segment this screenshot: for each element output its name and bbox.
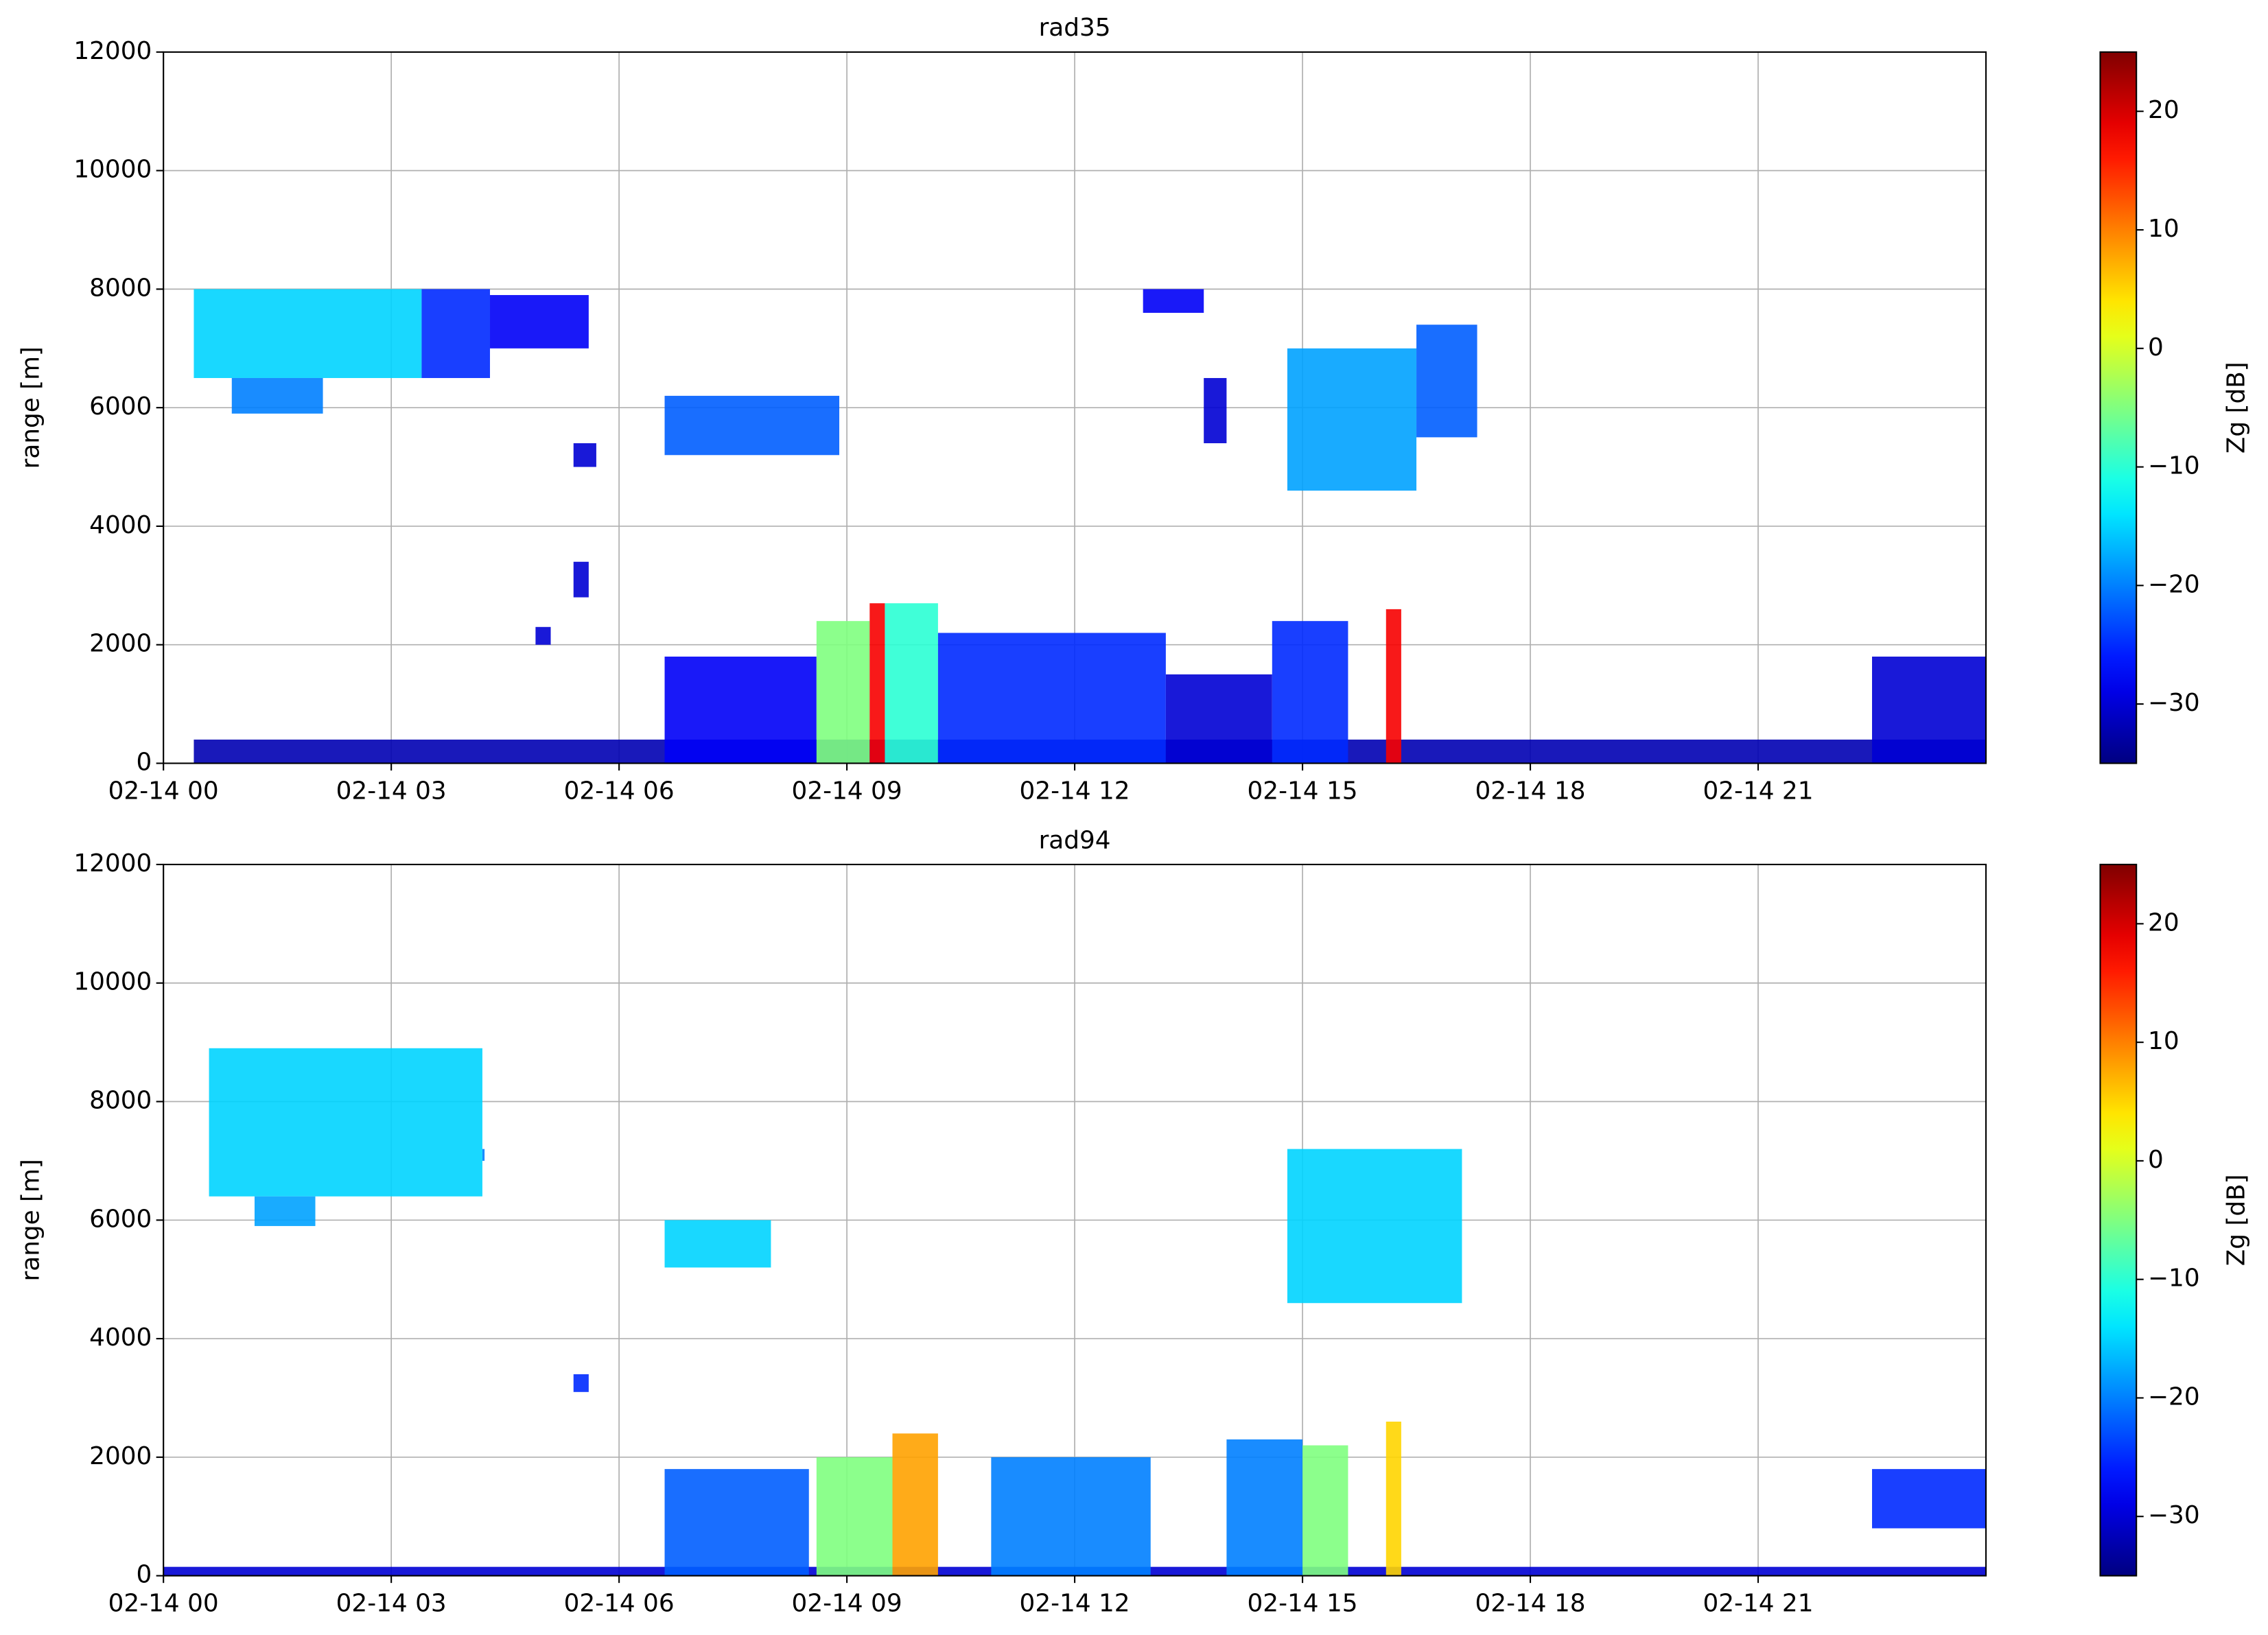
colorbar-tick-label: 0 xyxy=(2148,1146,2164,1174)
cell xyxy=(1302,1445,1348,1576)
colorbar-tick-label: −30 xyxy=(2148,1501,2200,1529)
cell xyxy=(869,603,885,764)
plot-frame xyxy=(163,51,1987,764)
cell xyxy=(1416,325,1477,438)
x-tick-label: 02-14 18 xyxy=(1475,1590,1586,1618)
colorbar-tick-label: −10 xyxy=(2148,452,2200,480)
colorbar-tick-label: −20 xyxy=(2148,570,2200,598)
x-tick-label: 02-14 06 xyxy=(564,1590,675,1618)
cell xyxy=(231,377,323,414)
chart-title: rad94 xyxy=(1039,826,1111,854)
cell xyxy=(535,626,551,645)
cell xyxy=(209,1048,482,1197)
x-tick-label: 02-14 06 xyxy=(564,777,675,805)
cell xyxy=(421,289,491,378)
cell xyxy=(1165,674,1272,764)
y-tick-label: 2000 xyxy=(89,630,152,658)
x-tick-label: 02-14 15 xyxy=(1248,1590,1358,1618)
x-tick-label: 02-14 00 xyxy=(108,1590,219,1618)
cell xyxy=(937,633,1166,764)
x-tick-label: 02-14 09 xyxy=(792,1590,902,1618)
x-tick-label: 02-14 21 xyxy=(1703,1590,1813,1618)
cell xyxy=(1386,609,1401,764)
cell xyxy=(1272,621,1348,764)
colorbar-tick-label: −30 xyxy=(2148,689,2200,717)
cell xyxy=(573,561,589,598)
cell xyxy=(573,1374,589,1392)
cell xyxy=(573,443,596,467)
cell xyxy=(991,1457,1151,1576)
x-tick-label: 02-14 00 xyxy=(108,777,219,805)
cell xyxy=(1871,1469,1986,1529)
y-tick-label: 12000 xyxy=(73,37,152,65)
cell xyxy=(1143,289,1204,313)
colorbar-tick-label: 0 xyxy=(2148,333,2164,362)
cell xyxy=(1386,1422,1401,1576)
cell xyxy=(816,621,870,764)
cell xyxy=(885,603,938,764)
cell xyxy=(1287,348,1417,491)
colorbar xyxy=(2099,863,2138,1577)
y-axis-label: range [m] xyxy=(16,1159,45,1281)
cell xyxy=(482,1149,485,1161)
colorbar-tick-label: 20 xyxy=(2148,96,2179,124)
y-tick-label: 10000 xyxy=(73,968,152,996)
cells xyxy=(194,289,1986,764)
cell xyxy=(490,295,589,349)
x-tick-label: 02-14 15 xyxy=(1248,777,1358,805)
y-tick-label: 6000 xyxy=(89,1205,152,1233)
y-tick-label: 10000 xyxy=(73,156,152,184)
y-tick-label: 6000 xyxy=(89,392,152,421)
cell xyxy=(1287,1149,1462,1304)
colorbar xyxy=(2099,51,2138,764)
cells xyxy=(163,1048,1986,1576)
x-tick-label: 02-14 03 xyxy=(336,1590,447,1618)
y-tick-label: 4000 xyxy=(89,511,152,539)
y-tick-label: 8000 xyxy=(89,1087,152,1115)
colorbar-tick-label: 10 xyxy=(2148,215,2179,243)
cell xyxy=(664,656,817,764)
cell xyxy=(892,1433,938,1576)
cell xyxy=(1871,656,1986,764)
colorbar-tick-label: 20 xyxy=(2148,908,2179,937)
x-tick-label: 02-14 21 xyxy=(1703,777,1813,805)
cell xyxy=(194,289,422,378)
colorbar-label: Zg [dB] xyxy=(2223,362,2251,454)
y-tick-label: 0 xyxy=(137,1561,152,1589)
cell xyxy=(254,1196,316,1226)
colorbar-tick-label: 10 xyxy=(2148,1027,2179,1055)
colorbar-label: Zg [dB] xyxy=(2223,1174,2251,1266)
cell xyxy=(664,1469,809,1576)
x-tick-label: 02-14 18 xyxy=(1475,777,1586,805)
cell xyxy=(1204,377,1227,444)
y-tick-label: 4000 xyxy=(89,1324,152,1352)
x-tick-label: 02-14 12 xyxy=(1020,777,1130,805)
y-tick-label: 12000 xyxy=(73,849,152,878)
cell xyxy=(664,395,840,456)
colorbar-tick-label: −10 xyxy=(2148,1265,2200,1293)
cell xyxy=(664,1220,771,1268)
cell xyxy=(816,1457,893,1576)
x-tick-label: 02-14 03 xyxy=(336,777,447,805)
y-tick-label: 0 xyxy=(137,748,152,776)
y-tick-label: 8000 xyxy=(89,274,152,302)
y-tick-label: 2000 xyxy=(89,1442,152,1470)
cell xyxy=(1226,1439,1303,1576)
y-axis-label: range [m] xyxy=(16,346,45,469)
x-tick-label: 02-14 12 xyxy=(1020,1590,1130,1618)
x-tick-label: 02-14 09 xyxy=(792,777,902,805)
plot-frame xyxy=(163,863,1987,1577)
chart-title: rad35 xyxy=(1039,14,1111,42)
colorbar-tick-label: −20 xyxy=(2148,1383,2200,1411)
